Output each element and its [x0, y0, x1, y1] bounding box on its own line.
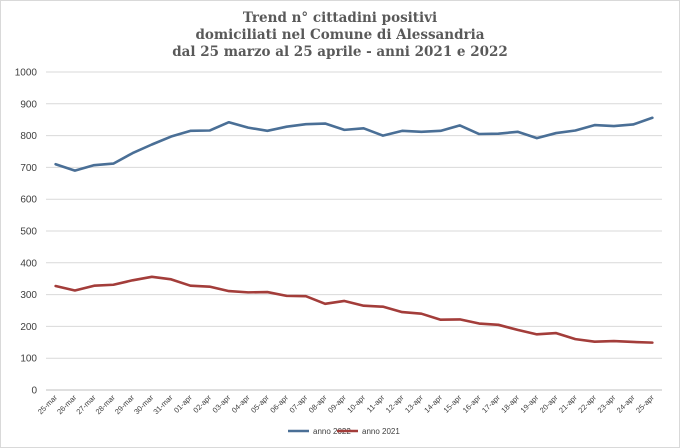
x-tick-label: 24-apr: [615, 393, 637, 415]
chart-title-line-1: Trend n° cittadini positivi: [242, 10, 438, 26]
y-tick-label: 100: [20, 354, 37, 365]
gridlines: [46, 71, 662, 359]
x-tick-label: 22-apr: [576, 393, 598, 415]
x-axis-ticks: 25-mar26-mar27-mar28-mar29-mar30-mar31-m…: [36, 393, 656, 417]
chart-title-line-3: dal 25 marzo al 25 aprile - anni 2021 e …: [172, 44, 508, 60]
x-tick-label: 25-mar: [36, 393, 60, 417]
x-tick-label: 31-mar: [151, 393, 175, 417]
series-line-2022: [54, 116, 654, 172]
x-tick-label: 28-mar: [94, 393, 118, 417]
x-tick-label: 15-apr: [442, 393, 464, 415]
y-tick-label: 400: [20, 258, 37, 269]
y-tick-label: 600: [20, 195, 37, 206]
x-tick-label: 01-apr: [172, 393, 194, 415]
y-tick-label: 900: [20, 99, 37, 110]
x-tick-label: 20-apr: [538, 393, 560, 415]
y-tick-label: 1000: [15, 68, 38, 79]
x-tick-label: 11-apr: [365, 393, 387, 415]
x-tick-label: 08-apr: [307, 393, 329, 415]
x-tick-label: 09-apr: [326, 393, 348, 415]
x-tick-label: 21-apr: [557, 393, 579, 415]
x-tick-label: 06-apr: [268, 393, 290, 415]
x-tick-label: 12-apr: [384, 393, 406, 415]
x-tick-label: 07-apr: [288, 393, 310, 415]
x-tick-label: 14-apr: [422, 393, 444, 415]
x-tick-label: 27-mar: [74, 393, 98, 417]
x-tick-label: 30-mar: [132, 393, 156, 417]
y-axis-ticks: 0 100 200 300 400 500 600 700 800 900 1000: [15, 68, 38, 397]
x-tick-label: 10-apr: [345, 393, 367, 415]
y-tick-label: 200: [20, 322, 37, 333]
chart-title: Trend n° cittadini positivi domiciliati …: [0, 10, 680, 61]
x-tick-label: 03-apr: [211, 393, 233, 415]
legend-label: anno 2022: [313, 427, 351, 436]
series-lines: [54, 116, 654, 344]
x-tick-label: 04-apr: [230, 393, 252, 415]
y-tick-label: 500: [20, 227, 37, 238]
x-tick-label: 23-apr: [596, 393, 618, 415]
x-tick-label: 29-mar: [113, 393, 137, 417]
x-tick-label: 17-apr: [480, 393, 502, 415]
x-tick-label: 25-apr: [634, 393, 656, 415]
legend-label: anno 2021: [362, 427, 400, 436]
x-tick-label: 18-apr: [499, 393, 521, 415]
legend: anno 2022 anno 2021: [288, 427, 400, 436]
x-tick-label: 26-mar: [55, 393, 79, 417]
y-tick-label: 700: [20, 163, 37, 174]
chart-title-line-2: domiciliati nel Comune di Alessandria: [195, 27, 485, 43]
x-tick-label: 16-apr: [461, 393, 483, 415]
y-tick-label: 0: [31, 386, 37, 397]
y-tick-label: 800: [20, 131, 37, 142]
series-line-2021: [54, 275, 654, 344]
y-tick-label: 300: [20, 290, 37, 301]
x-tick-label: 05-apr: [249, 393, 271, 415]
x-tick-label: 02-apr: [191, 393, 213, 415]
x-tick-label: 13-apr: [403, 393, 425, 415]
x-tick-label: 19-apr: [519, 393, 541, 415]
